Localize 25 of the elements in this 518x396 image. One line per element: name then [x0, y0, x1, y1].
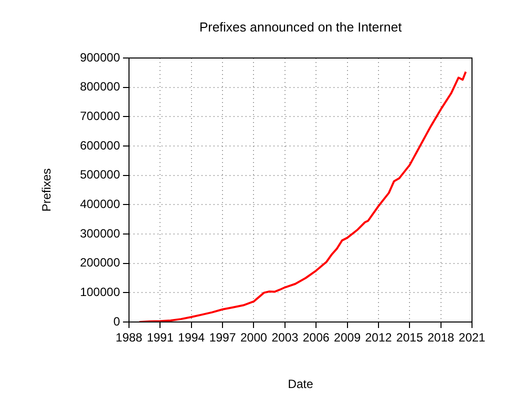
y-tick-label: 700000 [80, 108, 120, 123]
y-tick-label: 500000 [80, 168, 120, 182]
x-tick-label: 2000 [240, 330, 268, 345]
x-tick-label: 2012 [365, 330, 392, 345]
x-tick-label: 1991 [146, 330, 174, 345]
x-tick-label: 2006 [302, 330, 330, 345]
y-tick-label: 100000 [80, 284, 120, 299]
x-tick-label: 2009 [334, 330, 361, 345]
x-tick-label: 1994 [178, 330, 206, 345]
y-axis-title: Prefixes [40, 168, 54, 212]
x-tick-label: 1988 [116, 330, 143, 345]
x-tick-label: 1997 [209, 330, 236, 345]
x-axis-title: Date [288, 377, 314, 392]
y-tick-label: 800000 [80, 80, 120, 94]
y-tick-label: 400000 [80, 196, 120, 211]
chart-title: Prefixes announced on the Internet [199, 20, 402, 35]
x-tick-label: 2003 [272, 330, 299, 345]
y-tick-label: 0 [113, 314, 120, 328]
y-tick-label: 600000 [80, 138, 120, 152]
y-tick-label: 200000 [80, 256, 120, 270]
x-tick-label: 2021 [458, 330, 486, 345]
x-tick-label: 2018 [427, 330, 454, 345]
y-tick-label: 900000 [80, 50, 120, 64]
y-tick-label: 300000 [80, 226, 120, 240]
x-tick-label: 2015 [396, 330, 424, 345]
